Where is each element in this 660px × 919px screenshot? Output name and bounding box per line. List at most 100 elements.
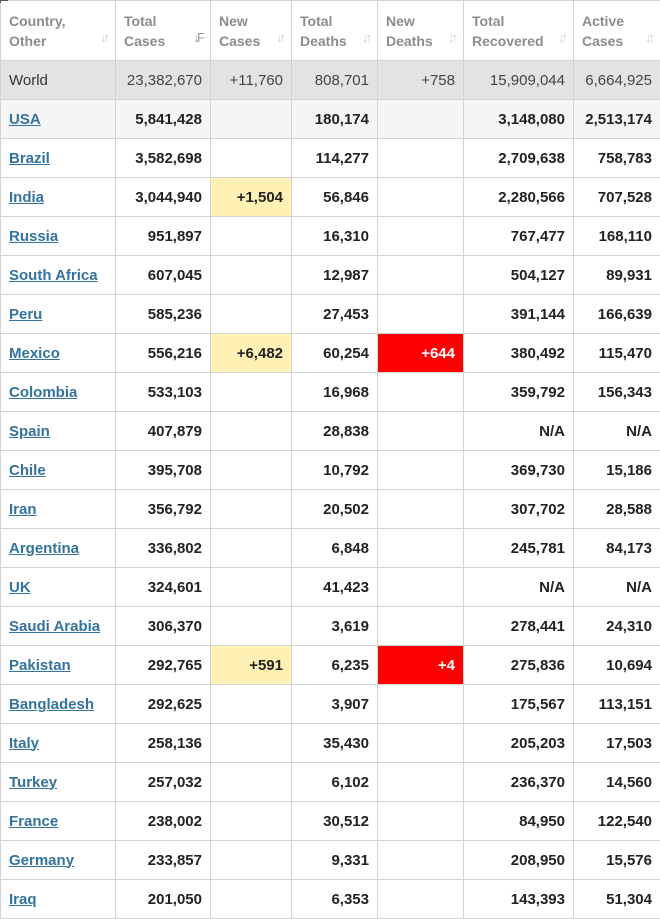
world-total-deaths: 808,701 — [292, 61, 378, 100]
country-link[interactable]: Saudi Arabia — [9, 618, 100, 635]
total-recovered-cell: 380,492 — [464, 334, 574, 373]
total-deaths-cell: 6,353 — [292, 880, 378, 919]
new-cases-cell — [211, 217, 292, 256]
world-total-recovered: 15,909,044 — [464, 61, 574, 100]
country-link[interactable]: Argentina — [9, 540, 79, 557]
sort-icon[interactable]: ↓↑ — [276, 28, 283, 48]
active-cases-cell: 707,528 — [574, 178, 660, 217]
world-new-deaths: +758 — [378, 61, 464, 100]
sort-icon[interactable]: ↓↑ — [100, 28, 107, 48]
country-link[interactable]: Pakistan — [9, 657, 71, 674]
new-deaths-cell — [378, 763, 464, 802]
active-cases-cell: 15,576 — [574, 841, 660, 880]
country-cell: Mexico — [1, 334, 116, 373]
country-link[interactable]: Turkey — [9, 774, 57, 791]
new-cases-cell — [211, 412, 292, 451]
total-recovered-cell: N/A — [464, 568, 574, 607]
total-recovered-cell: 245,781 — [464, 529, 574, 568]
new-cases-cell — [211, 568, 292, 607]
total-cases-cell: 607,045 — [116, 256, 211, 295]
new-deaths-cell: +644 — [378, 334, 464, 373]
country-link[interactable]: Germany — [9, 852, 74, 869]
active-cases-cell: 15,186 — [574, 451, 660, 490]
active-cases-cell: 84,173 — [574, 529, 660, 568]
sort-icon[interactable]: ↓↑ — [645, 28, 652, 48]
country-link[interactable]: Chile — [9, 462, 46, 479]
total-recovered-cell: 3,148,080 — [464, 100, 574, 139]
total-deaths-cell: 3,907 — [292, 685, 378, 724]
total-recovered-cell: 236,370 — [464, 763, 574, 802]
sort-desc-icon[interactable]: ↓F — [194, 28, 202, 48]
country-link[interactable]: Spain — [9, 423, 50, 440]
country-link[interactable]: Colombia — [9, 384, 77, 401]
active-cases-cell: 10,694 — [574, 646, 660, 685]
active-cases-cell: 758,783 — [574, 139, 660, 178]
active-cases-cell: 122,540 — [574, 802, 660, 841]
sort-icon[interactable]: ↓↑ — [558, 28, 565, 48]
total-deaths-cell: 30,512 — [292, 802, 378, 841]
country-cell: Saudi Arabia — [1, 607, 116, 646]
total-deaths-cell: 6,235 — [292, 646, 378, 685]
active-cases-cell: 2,513,174 — [574, 100, 660, 139]
country-cell: Brazil — [1, 139, 116, 178]
new-cases-cell — [211, 373, 292, 412]
country-link[interactable]: France — [9, 813, 58, 830]
total-deaths-cell: 180,174 — [292, 100, 378, 139]
new-cases-cell — [211, 607, 292, 646]
col-header-country[interactable]: Country,Other↓↑ — [1, 1, 116, 61]
total-recovered-cell: 175,567 — [464, 685, 574, 724]
sort-icon[interactable]: ↓↑ — [448, 28, 455, 48]
total-recovered-cell: 84,950 — [464, 802, 574, 841]
new-deaths-cell — [378, 412, 464, 451]
total-deaths-cell: 20,502 — [292, 490, 378, 529]
country-link[interactable]: Russia — [9, 228, 58, 245]
sort-icon[interactable]: ↓↑ — [362, 28, 369, 48]
country-link[interactable]: USA — [9, 111, 41, 128]
country-cell: Argentina — [1, 529, 116, 568]
country-link[interactable]: UK — [9, 579, 31, 596]
total-cases-cell: 395,708 — [116, 451, 211, 490]
total-deaths-cell: 6,102 — [292, 763, 378, 802]
country-link[interactable]: Peru — [9, 306, 42, 323]
total-deaths-cell: 27,453 — [292, 295, 378, 334]
total-cases-cell: 556,216 — [116, 334, 211, 373]
new-deaths-cell — [378, 451, 464, 490]
total-cases-cell: 306,370 — [116, 607, 211, 646]
total-cases-cell: 356,792 — [116, 490, 211, 529]
world-active-cases: 6,664,925 — [574, 61, 660, 100]
total-cases-cell: 951,897 — [116, 217, 211, 256]
total-deaths-cell: 41,423 — [292, 568, 378, 607]
country-link[interactable]: Italy — [9, 735, 39, 752]
country-link[interactable]: Iraq — [9, 891, 37, 908]
country-cell: Turkey — [1, 763, 116, 802]
country-link[interactable]: Bangladesh — [9, 696, 94, 713]
new-cases-cell — [211, 451, 292, 490]
country-cell: Bangladesh — [1, 685, 116, 724]
total-deaths-cell: 12,987 — [292, 256, 378, 295]
new-cases-cell: +591 — [211, 646, 292, 685]
country-link[interactable]: India — [9, 189, 44, 206]
country-link[interactable]: Brazil — [9, 150, 50, 167]
country-link[interactable]: Iran — [9, 501, 37, 518]
country-link[interactable]: Mexico — [9, 345, 60, 362]
new-cases-cell — [211, 139, 292, 178]
active-cases-cell: 24,310 — [574, 607, 660, 646]
country-cell: Iraq — [1, 880, 116, 919]
country-link[interactable]: South Africa — [9, 267, 98, 284]
total-cases-cell: 407,879 — [116, 412, 211, 451]
new-deaths-cell — [378, 217, 464, 256]
